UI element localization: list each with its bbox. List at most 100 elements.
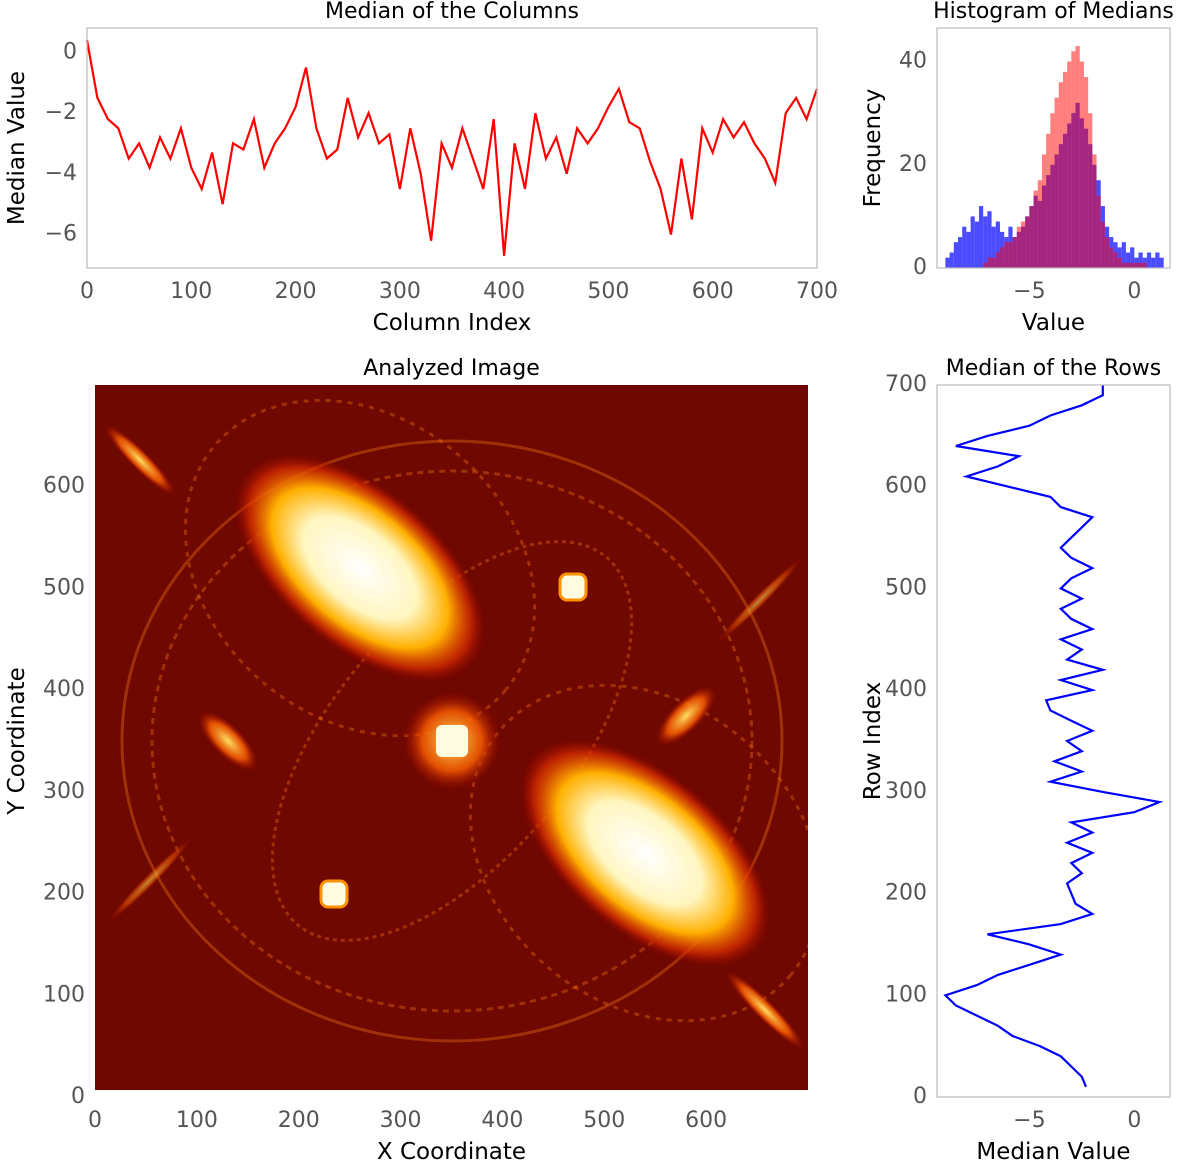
histogram-bar bbox=[1121, 242, 1126, 268]
y-axis-label: Row Index bbox=[860, 682, 886, 800]
chart-title: Median of the Columns bbox=[325, 0, 579, 24]
histogram-bar bbox=[1012, 237, 1017, 268]
histogram-bar bbox=[1092, 154, 1097, 268]
histogram-bar bbox=[1029, 206, 1034, 268]
x-axis-label: X Coordinate bbox=[377, 1139, 526, 1162]
image-streak bbox=[107, 837, 193, 923]
y-tick-label: 0 bbox=[71, 1084, 85, 1109]
histogram-bar bbox=[1050, 113, 1055, 269]
x-tick-label: 300 bbox=[379, 279, 421, 304]
x-tick-label: 600 bbox=[685, 1108, 727, 1133]
x-axis-label: Column Index bbox=[373, 310, 532, 336]
histogram-bar bbox=[1025, 216, 1030, 268]
y-tick-label: 0 bbox=[913, 1084, 927, 1109]
histogram-bar bbox=[1130, 247, 1135, 268]
y-tick-label: 300 bbox=[885, 779, 927, 804]
histogram-bar bbox=[962, 226, 967, 268]
data-line bbox=[943, 385, 1164, 1088]
histogram-bar bbox=[991, 257, 996, 268]
histogram-bar bbox=[991, 226, 996, 268]
histogram-bar bbox=[983, 262, 988, 268]
y-tick-label: 100 bbox=[43, 982, 85, 1007]
y-tick-label: 600 bbox=[43, 474, 85, 499]
chart-title: Analyzed Image bbox=[363, 356, 540, 381]
x-tick-label: 400 bbox=[483, 279, 525, 304]
histogram-bar bbox=[1109, 247, 1114, 268]
y-tick-label: 200 bbox=[43, 881, 85, 906]
histogram-bar bbox=[1151, 257, 1156, 268]
y-tick-label: 600 bbox=[885, 474, 927, 499]
y-tick-label: 700 bbox=[885, 372, 927, 397]
histogram-bar bbox=[1058, 82, 1063, 269]
x-tick-label: 600 bbox=[692, 279, 734, 304]
histogram-bar bbox=[1130, 262, 1135, 268]
y-tick-label: 400 bbox=[885, 677, 927, 702]
histogram-bar bbox=[1020, 221, 1026, 268]
axes-frame bbox=[86, 27, 818, 269]
histogram-bar bbox=[987, 257, 992, 268]
histogram-bar bbox=[1046, 133, 1051, 268]
x-tick-label: 0 bbox=[80, 279, 94, 304]
histogram-bar bbox=[1100, 221, 1105, 268]
histogram-bar bbox=[1104, 237, 1110, 268]
image-streak bbox=[103, 423, 177, 497]
histogram-bar bbox=[1016, 226, 1021, 268]
histogram-bar bbox=[1142, 262, 1147, 268]
histogram-bar bbox=[999, 247, 1005, 268]
histogram-bar bbox=[974, 221, 979, 268]
x-tick-label: 400 bbox=[481, 1108, 523, 1133]
histogram-bar bbox=[1062, 71, 1068, 268]
chart-title: Histogram of Medians bbox=[933, 0, 1174, 24]
y-tick-label: −2 bbox=[45, 100, 77, 125]
y-axis-label: Y Coordinate bbox=[4, 667, 30, 815]
y-tick-label: 0 bbox=[913, 255, 927, 280]
histogram-bar bbox=[1075, 46, 1080, 269]
x-tick-label: 500 bbox=[587, 279, 629, 304]
y-tick-label: 200 bbox=[885, 881, 927, 906]
x-tick-label: 500 bbox=[583, 1108, 625, 1133]
histogram-bar bbox=[978, 206, 984, 268]
histogram-bar bbox=[953, 242, 958, 268]
image-spot bbox=[436, 725, 468, 757]
image-render bbox=[95, 385, 808, 1090]
image-blob bbox=[234, 453, 486, 683]
y-tick-label: 0 bbox=[63, 39, 77, 64]
axes-frame bbox=[936, 27, 1171, 269]
histogram-bar bbox=[1121, 262, 1126, 268]
histogram-bar bbox=[1054, 97, 1059, 268]
y-tick-label: 500 bbox=[885, 575, 927, 600]
y-tick-label: 500 bbox=[43, 575, 85, 600]
image-streak bbox=[717, 557, 803, 643]
histogram-bar bbox=[1033, 190, 1038, 268]
x-tick-label: 100 bbox=[170, 279, 212, 304]
y-tick-label: 400 bbox=[43, 677, 85, 702]
histogram-bar bbox=[1138, 262, 1143, 268]
histogram-bar bbox=[1037, 180, 1042, 268]
histogram-bar bbox=[1138, 252, 1143, 268]
histogram-bar bbox=[945, 257, 950, 268]
histogram-bar bbox=[1125, 262, 1131, 268]
image-spot bbox=[655, 685, 717, 747]
histogram-bar bbox=[1113, 252, 1118, 268]
histogram-bar bbox=[1079, 61, 1084, 268]
image-blob bbox=[519, 738, 771, 968]
histogram-bar bbox=[1146, 252, 1152, 268]
histogram-bar bbox=[1134, 262, 1139, 268]
x-tick-label: 100 bbox=[176, 1108, 218, 1133]
y-tick-label: −6 bbox=[45, 222, 77, 247]
y-axis-label: Median Value bbox=[4, 71, 30, 225]
histogram-bar bbox=[1041, 154, 1047, 268]
data-line bbox=[85, 40, 819, 256]
y-tick-label: −4 bbox=[45, 161, 77, 186]
image-spot bbox=[558, 572, 588, 602]
y-tick-label: 40 bbox=[899, 49, 927, 74]
x-tick-label: 200 bbox=[278, 1108, 320, 1133]
histogram-bar bbox=[1008, 242, 1013, 268]
x-axis-label: Median Value bbox=[976, 1139, 1130, 1162]
histogram-bar bbox=[995, 252, 1000, 268]
x-tick-label: 0 bbox=[88, 1108, 102, 1133]
histogram-bar bbox=[987, 211, 992, 268]
y-axis-label: Frequency bbox=[860, 89, 886, 208]
